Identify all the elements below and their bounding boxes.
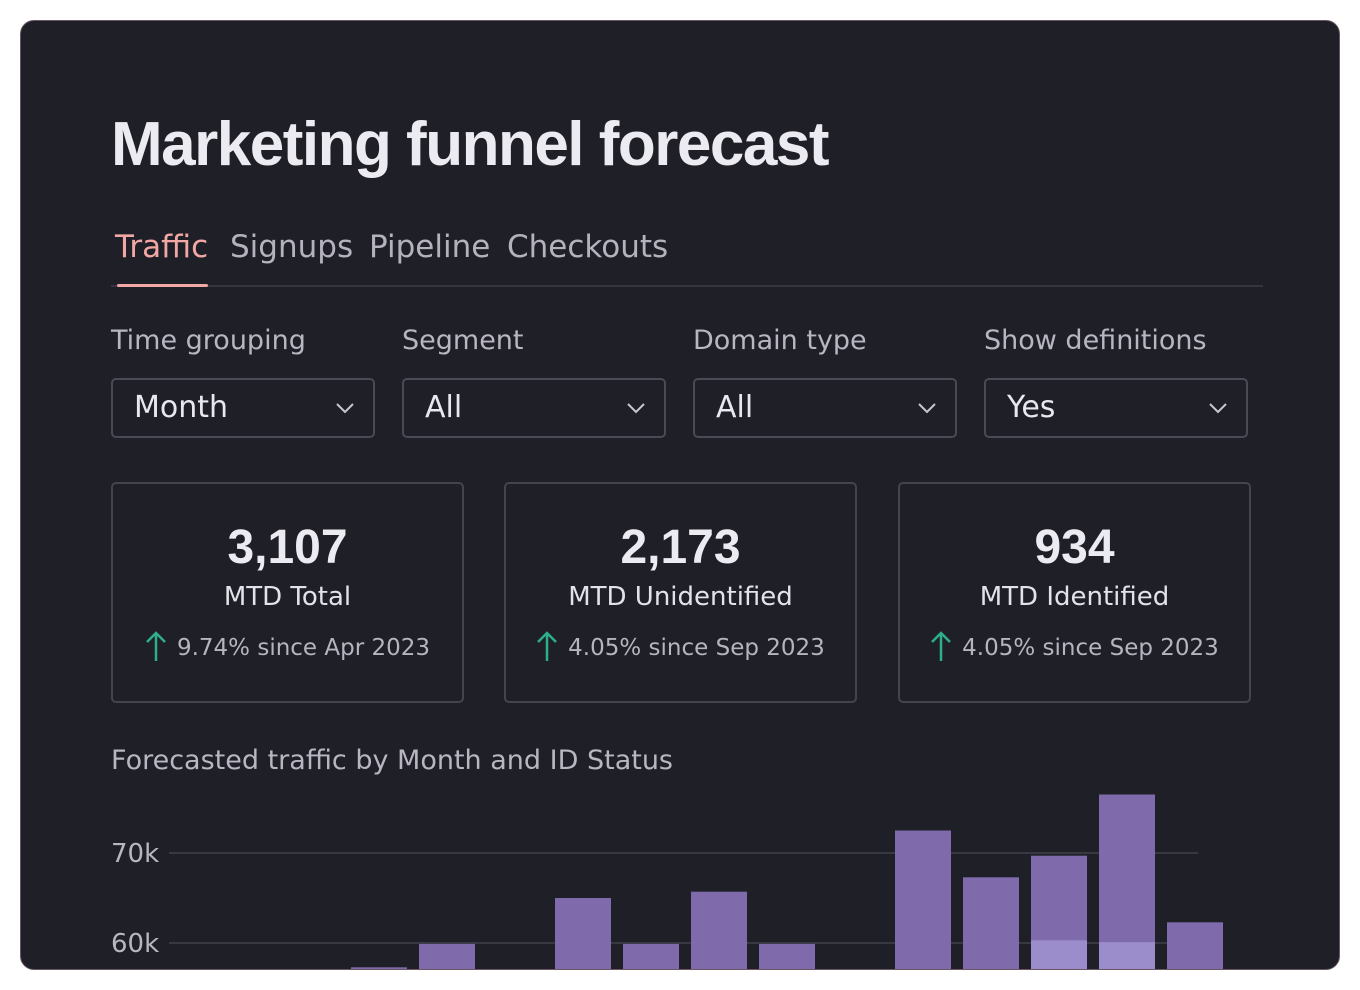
chart-bar[interactable] [691, 891, 747, 969]
chevron-down-icon [336, 403, 354, 414]
chart-bar-secondary[interactable] [1099, 942, 1155, 969]
domain-type-value: All [716, 390, 754, 425]
time-grouping-value: Month [134, 390, 229, 425]
metric-value: 3,107 [227, 521, 348, 574]
chart-bar[interactable] [895, 830, 951, 970]
metric-card-identified: 934 MTD Identified 4.05% since Sep 2023 [898, 482, 1251, 703]
tab-traffic[interactable]: Traffic [115, 225, 209, 287]
dashboard-panel: Marketing funnel forecast Traffic Signup… [20, 20, 1340, 970]
segment-value: All [425, 390, 463, 425]
time-grouping-label: Time grouping [111, 325, 306, 356]
chart-bar[interactable] [419, 943, 475, 969]
metric-delta-text: 4.05% since Sep 2023 [962, 635, 1219, 661]
chart-bar[interactable] [623, 943, 679, 969]
metric-delta-text: 9.74% since Apr 2023 [176, 635, 431, 661]
chart-bar[interactable] [963, 877, 1019, 969]
show-definitions-label: Show definitions [984, 325, 1207, 356]
tab-bar: Traffic Signups Pipeline Checkouts [111, 225, 1263, 287]
tab-signups[interactable]: Signups [230, 229, 354, 265]
chart-bar[interactable] [555, 898, 611, 969]
traffic-forecast-chart: 60k 70k [111, 794, 1223, 970]
metric-value: 2,173 [620, 521, 741, 574]
y-tick-label: 70k [111, 839, 159, 869]
segment-select[interactable]: All [402, 378, 666, 438]
page-title: Marketing funnel forecast [111, 110, 829, 179]
metric-delta: 4.05% since Sep 2023 [506, 630, 855, 662]
metric-delta: 4.05% since Sep 2023 [900, 630, 1249, 662]
chevron-down-icon [627, 403, 645, 414]
metric-label: MTD Unidentified [568, 582, 793, 612]
chart-bar[interactable] [1167, 922, 1223, 969]
show-definitions-value: Yes [1007, 390, 1056, 425]
segment-label: Segment [402, 325, 524, 356]
domain-type-label: Domain type [693, 325, 867, 356]
tab-checkouts[interactable]: Checkouts [507, 229, 669, 265]
metric-label: MTD Identified [979, 582, 1170, 612]
time-grouping-select[interactable]: Month [111, 378, 375, 438]
y-tick-label: 60k [111, 929, 159, 959]
chart-bar-secondary[interactable] [1031, 940, 1087, 969]
metric-card-unidentified: 2,173 MTD Unidentified 4.05% since Sep 2… [504, 482, 857, 703]
chart-bar[interactable] [759, 943, 815, 969]
metric-label: MTD Total [223, 582, 352, 612]
domain-type-select[interactable]: All [693, 378, 957, 438]
arrow-up-icon [931, 631, 952, 661]
tab-pipeline[interactable]: Pipeline [369, 229, 491, 265]
chevron-down-icon [1209, 403, 1227, 414]
arrow-up-icon [537, 631, 558, 661]
metric-delta: 9.74% since Apr 2023 [113, 630, 462, 662]
chevron-down-icon [918, 403, 936, 414]
metric-card-total: 3,107 MTD Total 9.74% since Apr 2023 [111, 482, 464, 703]
metric-delta-text: 4.05% since Sep 2023 [568, 635, 825, 661]
arrow-up-icon [146, 631, 166, 661]
show-definitions-select[interactable]: Yes [984, 378, 1248, 438]
chart-bar[interactable] [1099, 794, 1155, 970]
chart-bar[interactable] [351, 967, 407, 969]
metric-value: 934 [1034, 521, 1115, 574]
chart-title: Forecasted traffic by Month and ID Statu… [111, 745, 674, 776]
